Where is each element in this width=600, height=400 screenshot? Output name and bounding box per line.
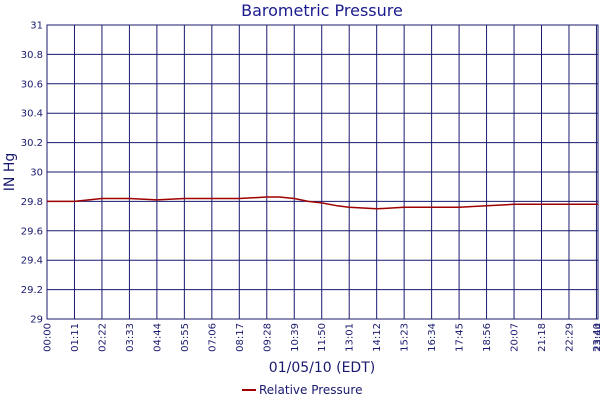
y-tick-label: 30.2: [21, 138, 43, 149]
x-tick-label: 01:11: [70, 323, 81, 352]
x-tick-label: 05:55: [180, 323, 191, 352]
x-tick-label: 23:44: [594, 323, 600, 352]
x-tick-label: 20:07: [510, 323, 521, 352]
x-tick-label: 07:06: [207, 323, 218, 352]
y-tick-label: 30: [30, 168, 43, 179]
y-axis-ticks: 29 29.2 29.4 29.6 29.8 30 30.2 30.4 30.6 30.8 31: [21, 21, 43, 326]
x-tick-label: 15:23: [400, 323, 411, 352]
legend-label-relative-pressure: Relative Pressure: [259, 383, 362, 397]
y-tick-label: 29.4: [21, 256, 43, 267]
x-axis-ticks: 00:00 01:11 02:22 03:33 04:44 05:55 07:06 08:17…: [43, 323, 600, 352]
x-tick-label: 02:22: [97, 323, 108, 352]
x-tick-label: 17:45: [455, 323, 466, 352]
x-tick-label: 18:56: [482, 323, 493, 352]
chart-title: Barometric Pressure: [241, 1, 403, 20]
series-line-relative-pressure: [47, 196, 598, 210]
y-tick-label: 29.8: [21, 197, 43, 208]
y-tick-label: 29: [30, 315, 43, 326]
x-tick-label: 00:00: [43, 323, 54, 352]
x-tick-label: 10:39: [290, 323, 301, 352]
x-tick-label: 04:44: [152, 323, 163, 352]
x-tick-label: 11:50: [317, 323, 328, 352]
legend: Relative Pressure: [242, 383, 362, 397]
y-tick-label: 31: [30, 21, 43, 32]
y-axis-title: IN Hg: [2, 153, 18, 191]
x-tick-label: 08:17: [235, 323, 246, 352]
x-tick-label: 03:33: [125, 323, 136, 352]
x-axis-title: 01/05/10 (EDT): [269, 360, 375, 376]
x-tick-label: 22:29: [564, 323, 575, 352]
x-tick-label: 09:28: [262, 323, 273, 352]
series-layer: [47, 196, 598, 210]
grid-lines: [46, 24, 599, 320]
y-tick-label: 29.6: [21, 226, 43, 237]
x-tick-label: 23:40: [592, 323, 600, 352]
x-tick-label: 13:01: [345, 323, 356, 352]
plot-area: [46, 24, 599, 320]
x-tick-label: 16:34: [427, 323, 438, 352]
y-tick-label: 29.2: [21, 285, 43, 296]
x-tick-label: 14:12: [372, 323, 383, 352]
y-tick-label: 30.4: [21, 109, 43, 120]
x-tick-label: 21:18: [537, 323, 548, 352]
y-tick-label: 30.8: [21, 50, 43, 61]
y-tick-label: 30.6: [21, 79, 43, 90]
